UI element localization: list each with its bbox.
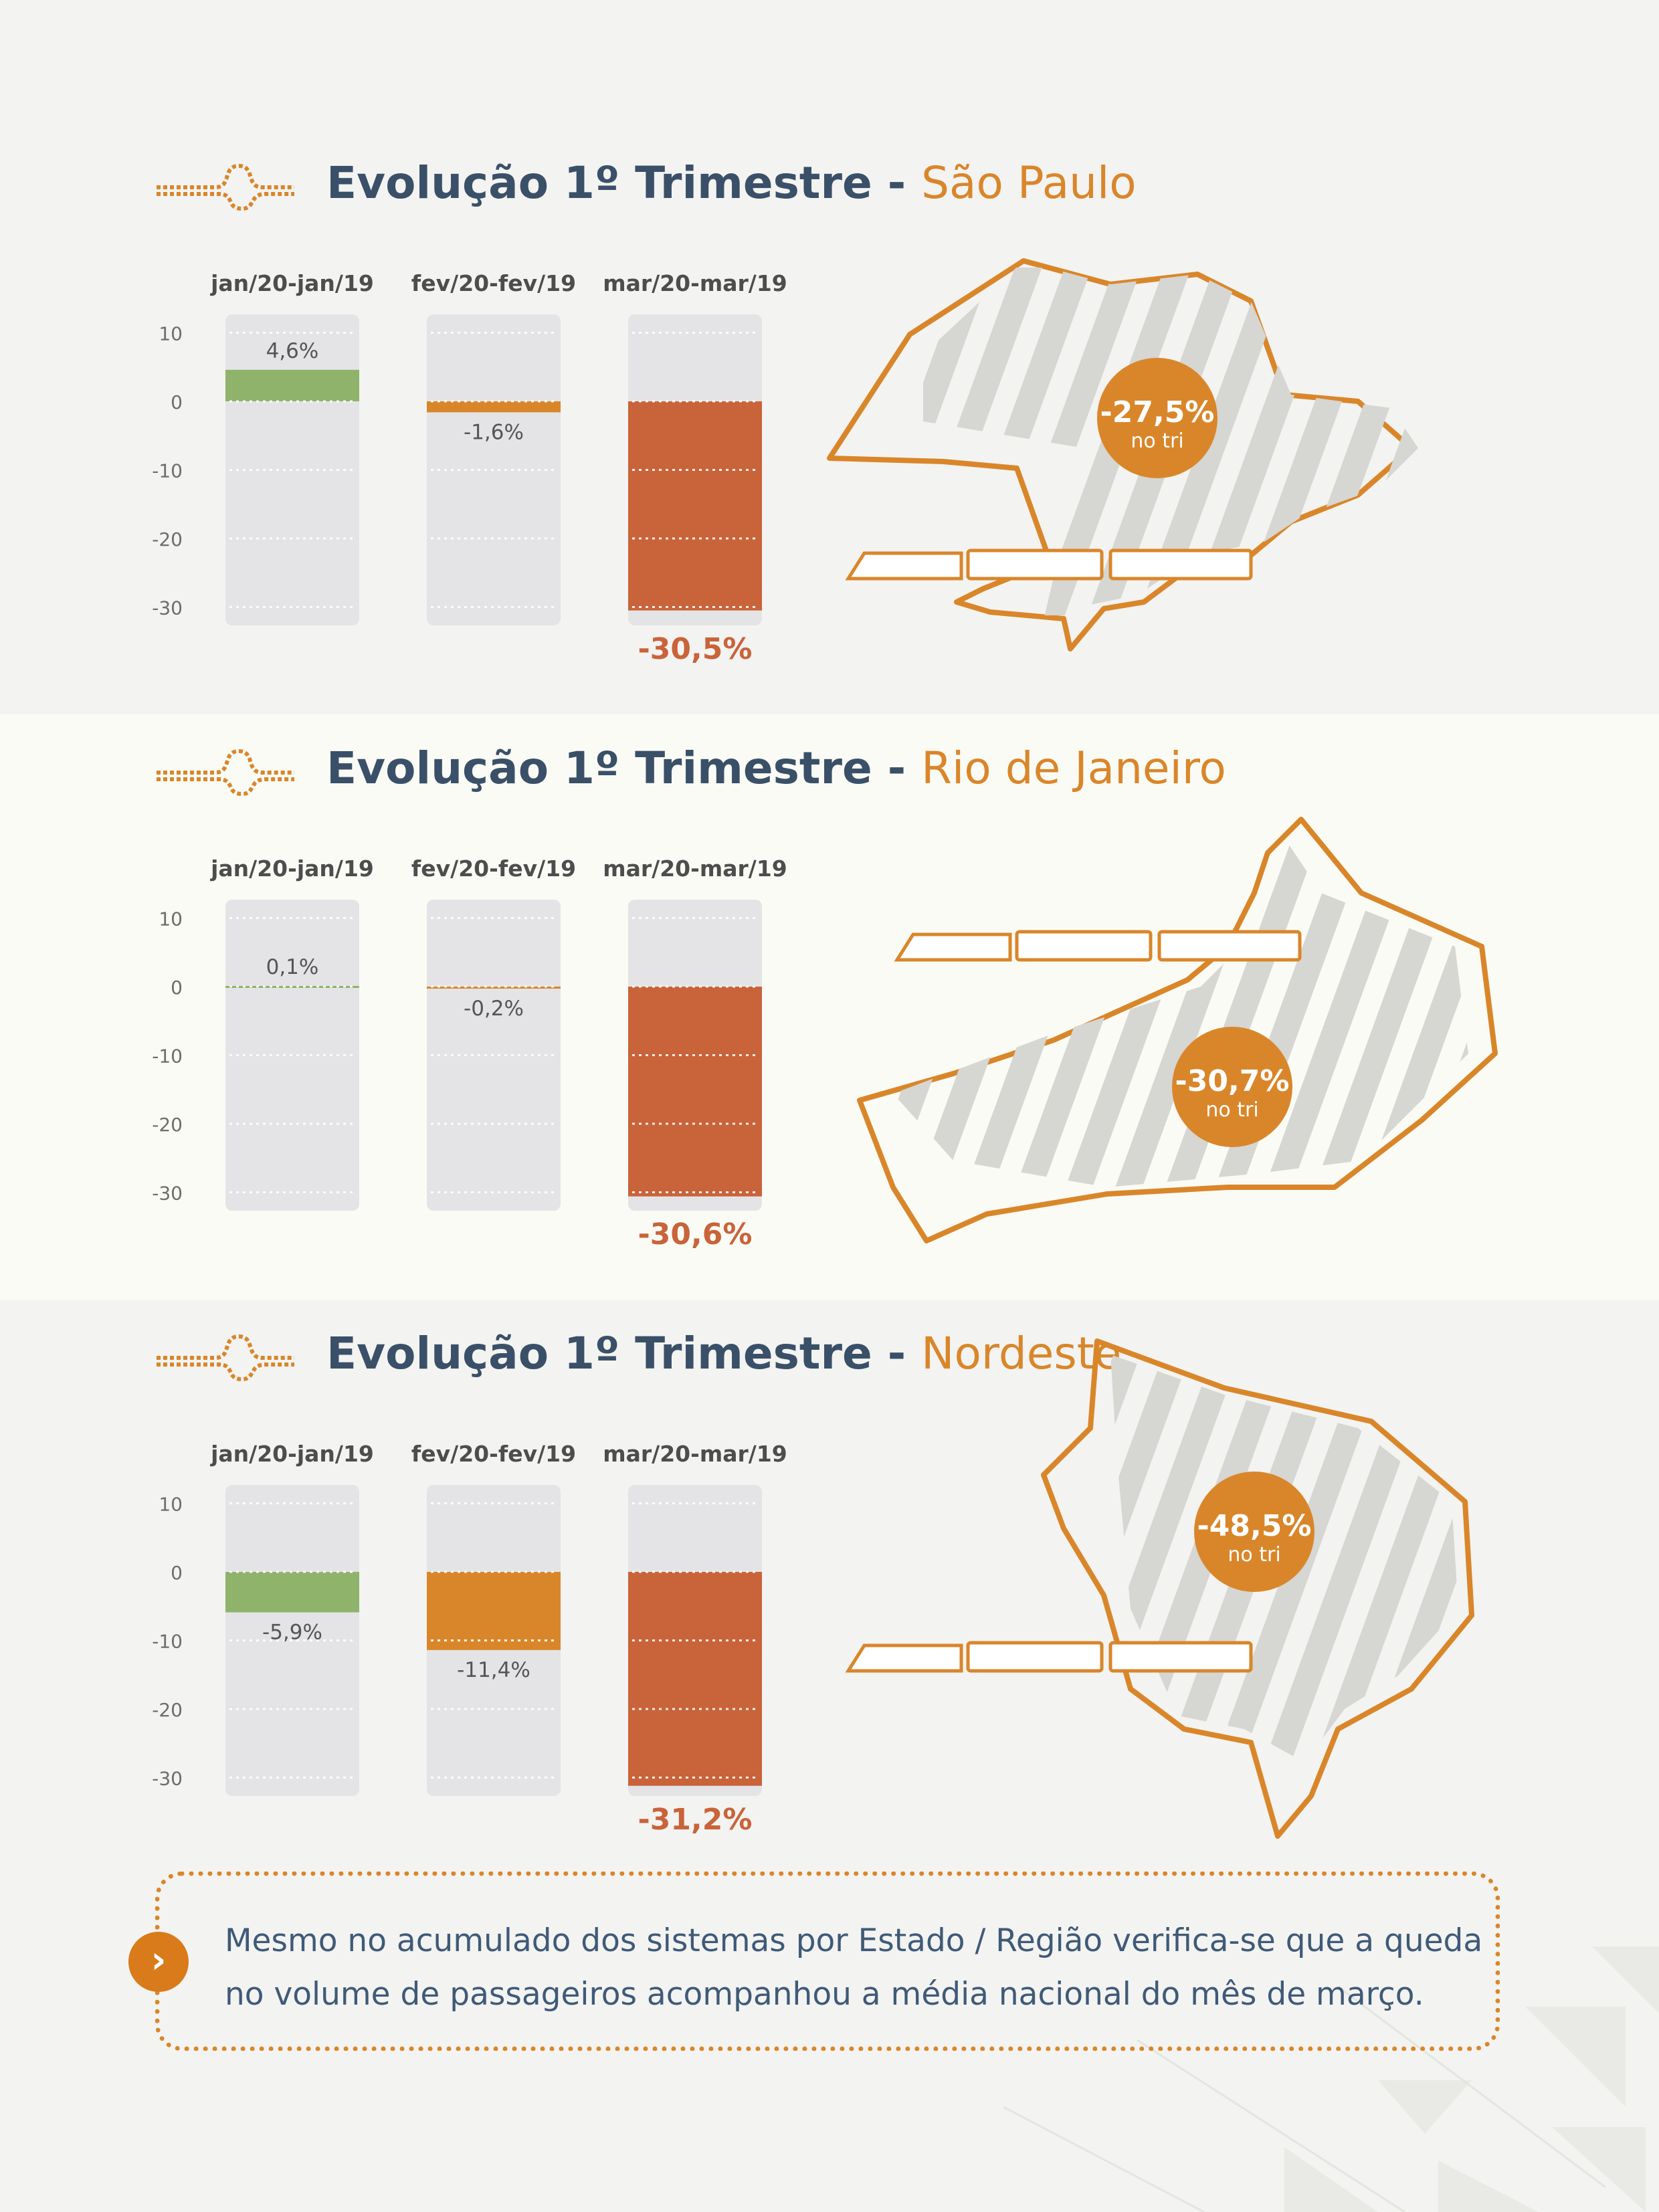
y-tick-label: 10 [159, 908, 183, 930]
badge-sub: no tri [1205, 1098, 1259, 1122]
badge-value: -27,5% [1100, 395, 1215, 429]
badge-sub: no tri [1228, 1543, 1281, 1567]
title-region: Nordeste [921, 1328, 1122, 1379]
section-title-sao-paulo: Evolução 1º Trimestre - São Paulo [326, 157, 1137, 209]
y-tick-label: 0 [171, 977, 183, 999]
category-label: fev/20-fev/19 [411, 1441, 576, 1467]
badge-value: -48,5% [1197, 1509, 1312, 1543]
title-separator: - [872, 157, 922, 209]
section-title-nordeste: Evolução 1º Trimestre - Nordeste [326, 1328, 1121, 1379]
title-prefix: Evolução 1º Trimestre [326, 157, 872, 209]
title-region: Rio de Janeiro [921, 742, 1226, 794]
category-label: jan/20-jan/19 [209, 1441, 374, 1467]
y-tick-label: -10 [152, 1631, 183, 1653]
y-tick-label: 10 [159, 323, 183, 345]
data-label: -30,6% [638, 1217, 753, 1251]
bar [628, 1572, 762, 1786]
y-tick-label: -10 [152, 460, 183, 482]
nordeste-map [1041, 1338, 1474, 1839]
category-label: jan/20-jan/19 [209, 270, 374, 296]
data-label: -5,9% [262, 1620, 322, 1644]
title-prefix: Evolução 1º Trimestre [326, 1328, 872, 1379]
bar [225, 1572, 359, 1613]
data-label: 0,1% [266, 955, 319, 979]
rio-de-janeiro-map [857, 817, 1498, 1243]
train-icon [845, 548, 1253, 581]
y-tick-label: -20 [152, 1699, 183, 1721]
category-label: jan/20-jan/19 [209, 856, 374, 882]
callout-line: no volume de passageiros acompanhou a mé… [225, 1976, 1424, 2013]
badge-nordeste: -48,5% no tri [1194, 1472, 1314, 1592]
data-label: -30,5% [638, 632, 753, 666]
y-tick-label: -20 [152, 1114, 183, 1136]
y-tick-label: 0 [171, 391, 183, 413]
category-label: mar/20-mar/19 [603, 856, 787, 882]
category-label: fev/20-fev/19 [411, 270, 576, 296]
data-label: 4,6% [266, 339, 319, 363]
category-label: mar/20-mar/19 [603, 270, 787, 296]
category-label: fev/20-fev/19 [411, 856, 576, 882]
badge-value: -30,7% [1175, 1064, 1290, 1098]
section-title-rio: Evolução 1º Trimestre - Rio de Janeiro [326, 742, 1226, 794]
y-tick-label: -20 [152, 528, 183, 550]
y-tick-label: 0 [171, 1562, 183, 1584]
badge-rio: -30,7% no tri [1172, 1027, 1292, 1147]
title-region: São Paulo [921, 157, 1137, 209]
callout-line: Mesmo no acumulado dos sistemas por Esta… [225, 1922, 1483, 1959]
category-label: mar/20-mar/19 [603, 1441, 787, 1467]
bar [427, 1572, 561, 1650]
background-pattern [1003, 1946, 1659, 2212]
y-tick-label: 10 [159, 1494, 183, 1516]
y-tick-label: -30 [152, 1183, 183, 1205]
bar [225, 369, 359, 401]
rail-track-icon [157, 748, 294, 797]
data-label: -1,6% [464, 420, 524, 444]
train-icon [894, 930, 1302, 962]
bar [427, 401, 561, 413]
train-icon [845, 1641, 1253, 1673]
data-label: -31,2% [638, 1803, 753, 1837]
y-tick-label: -30 [152, 1768, 183, 1790]
title-separator: - [872, 1328, 922, 1379]
bar [628, 401, 762, 611]
y-tick-label: -30 [152, 597, 183, 619]
data-label: -11,4% [457, 1658, 530, 1682]
rail-track-icon [157, 1334, 294, 1382]
badge-sub: no tri [1131, 429, 1184, 453]
title-prefix: Evolução 1º Trimestre [326, 742, 872, 794]
y-tick-label: -10 [152, 1045, 183, 1068]
bar [628, 987, 762, 1197]
rail-track-icon [157, 163, 294, 211]
chevron-right-icon: › [128, 1932, 189, 1992]
badge-sao-paulo: -27,5% no tri [1097, 358, 1217, 478]
title-separator: - [872, 742, 922, 794]
data-label: -0,2% [464, 997, 524, 1021]
callout-text: Mesmo no acumulado dos sistemas por Esta… [225, 1914, 1482, 2021]
